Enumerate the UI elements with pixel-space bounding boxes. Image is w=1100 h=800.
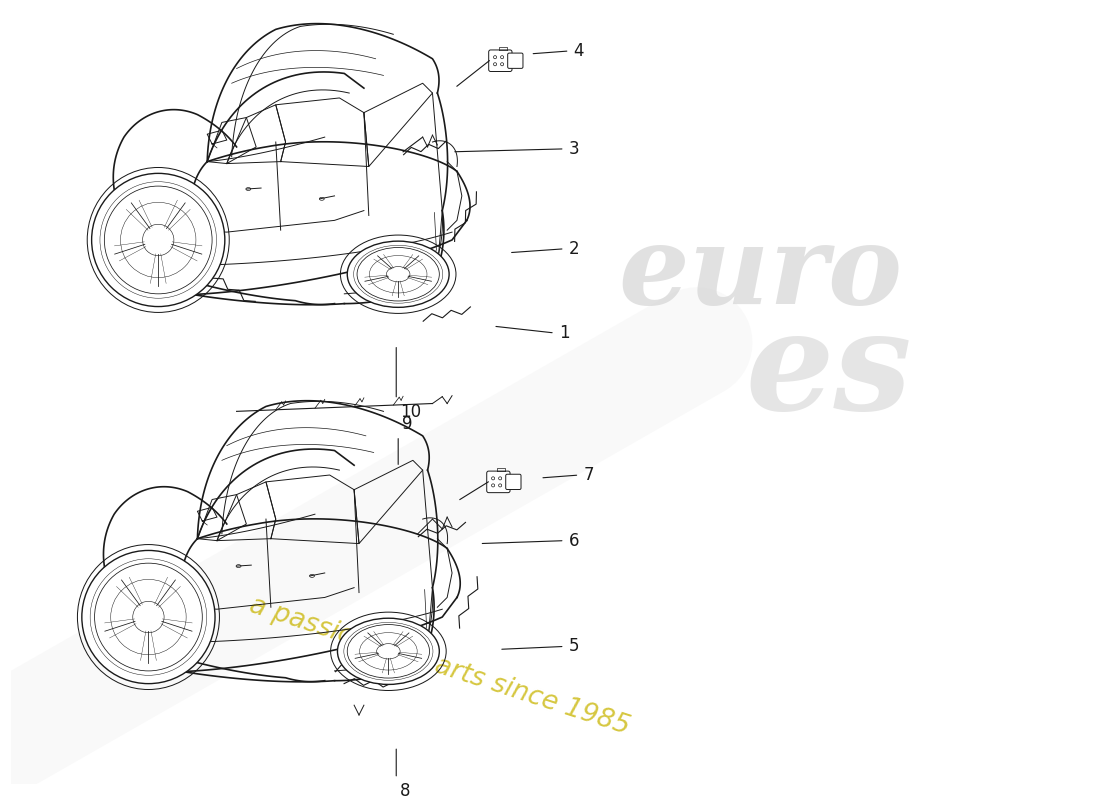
FancyBboxPatch shape	[488, 50, 512, 71]
Text: 10: 10	[400, 402, 421, 421]
Ellipse shape	[338, 618, 439, 685]
Text: 9: 9	[403, 415, 412, 433]
Ellipse shape	[133, 602, 164, 633]
Ellipse shape	[492, 484, 495, 487]
Text: 3: 3	[569, 140, 580, 158]
FancyBboxPatch shape	[508, 53, 522, 68]
Text: 8: 8	[400, 782, 410, 799]
Ellipse shape	[494, 56, 496, 58]
Text: euro: euro	[618, 221, 903, 328]
Ellipse shape	[81, 550, 214, 684]
Ellipse shape	[91, 174, 224, 306]
Ellipse shape	[492, 477, 495, 480]
Text: a passion for parts since 1985: a passion for parts since 1985	[246, 592, 634, 740]
Text: 6: 6	[569, 532, 579, 550]
FancyBboxPatch shape	[486, 471, 510, 493]
Ellipse shape	[498, 477, 502, 480]
Text: 1: 1	[559, 324, 570, 342]
FancyBboxPatch shape	[506, 474, 521, 490]
Ellipse shape	[498, 484, 502, 487]
Text: 5: 5	[569, 638, 579, 655]
Ellipse shape	[386, 266, 410, 282]
Text: 4: 4	[573, 42, 584, 60]
Ellipse shape	[143, 224, 174, 256]
Text: es: es	[746, 305, 912, 439]
Ellipse shape	[376, 644, 400, 659]
Ellipse shape	[494, 62, 496, 66]
Text: 2: 2	[569, 240, 580, 258]
Text: 7: 7	[583, 466, 594, 484]
Ellipse shape	[348, 241, 449, 307]
Ellipse shape	[500, 62, 504, 66]
Ellipse shape	[500, 56, 504, 58]
